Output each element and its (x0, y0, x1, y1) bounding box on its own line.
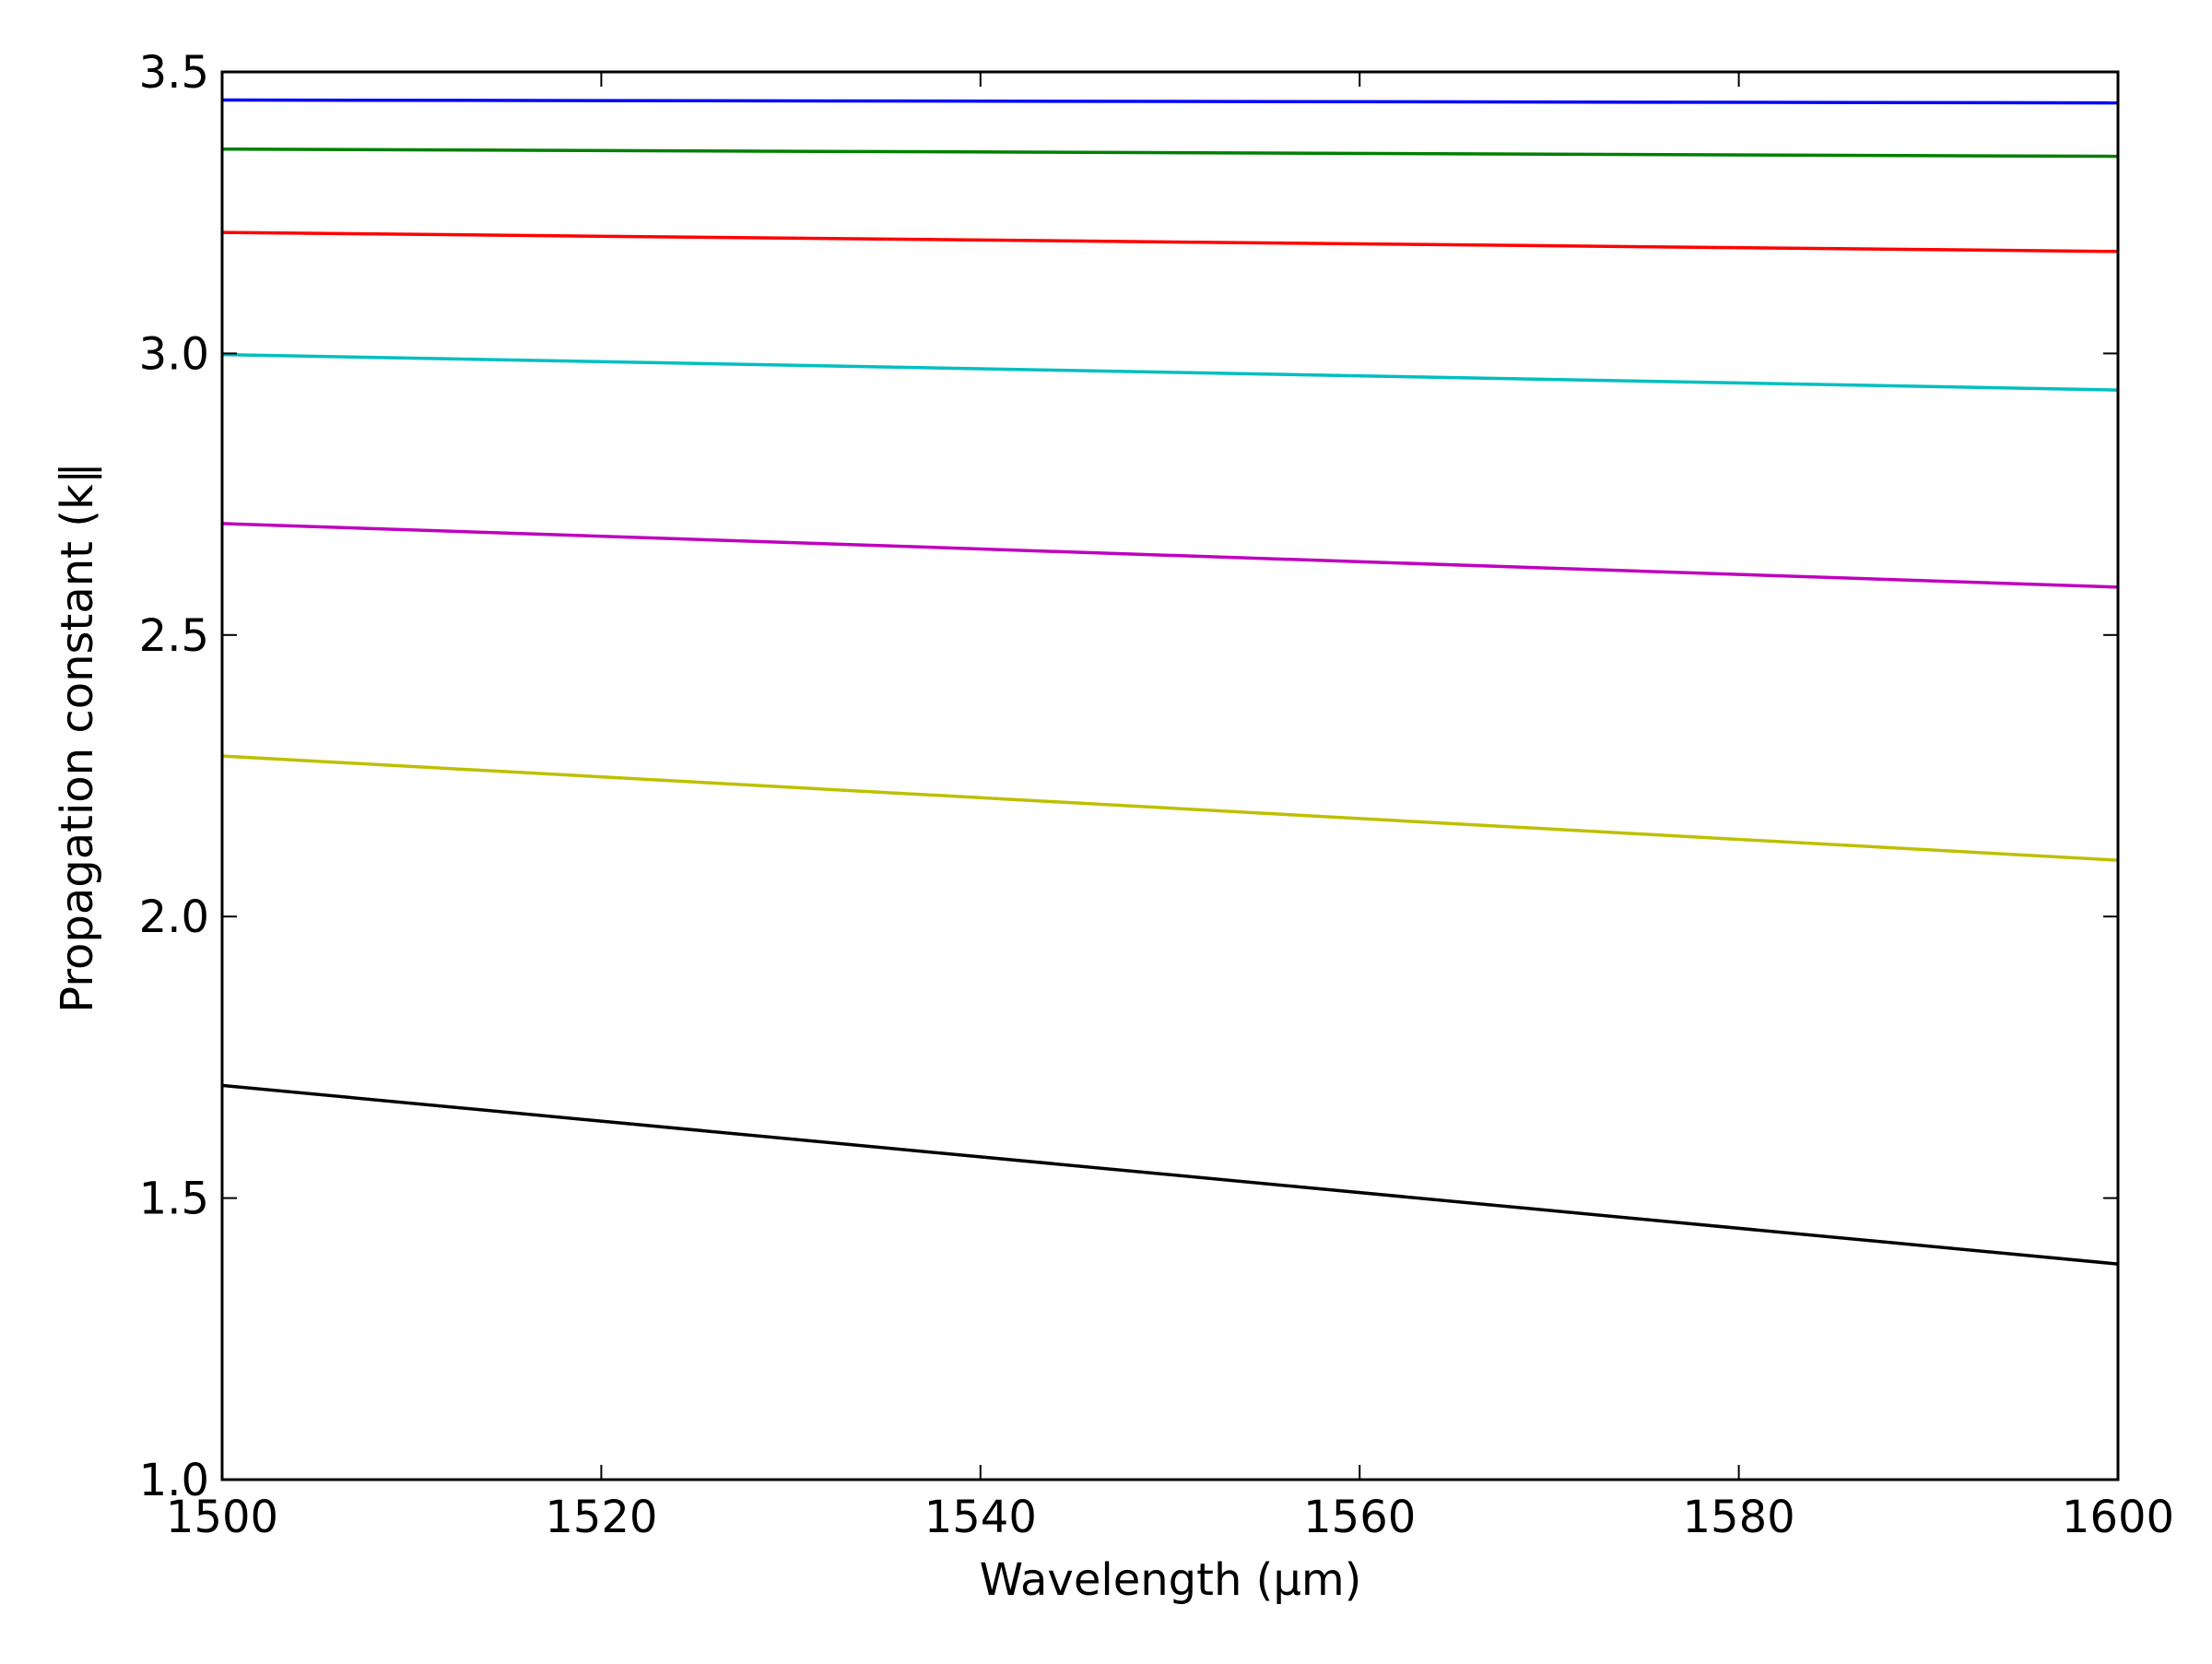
y-tick-label: 3.5 (139, 47, 209, 99)
y-tick-label: 3.0 (139, 328, 209, 380)
series-line-3 (221, 230, 2119, 254)
plot-area (222, 72, 2118, 1480)
axes-background (222, 72, 2118, 1480)
axes-frame (220, 70, 2120, 1481)
series-line-4 (221, 352, 2119, 392)
series-layer (221, 98, 2119, 1266)
y-tick-label: 2.5 (139, 610, 209, 662)
x-tick-label: 1500 (166, 1492, 278, 1543)
series-line-6 (221, 754, 2119, 862)
series-line-5 (221, 522, 2119, 589)
x-axis-label: Wavelength (μm) (980, 1554, 1362, 1606)
x-tick-label: 1560 (1303, 1492, 1416, 1543)
labels-layer: 1500 1520 1540 1560 1580 1600 1.0 1.5 2.0 2.5 3.0 3… (139, 47, 2174, 1543)
x-tick-label: 1600 (2062, 1492, 2174, 1543)
series-line-2 (221, 147, 2119, 159)
y-tick-label: 2.0 (139, 891, 209, 943)
x-tick-label: 1580 (1683, 1492, 1795, 1543)
x-tick-label: 1540 (924, 1492, 1037, 1543)
y-axis-label: Propagation constant (k∥ (52, 462, 103, 1013)
y-tick-label: 1.0 (139, 1455, 209, 1506)
y-tick-label: 1.5 (139, 1174, 209, 1225)
series-line-7 (221, 1083, 2119, 1266)
series-line-1 (221, 98, 2119, 105)
x-tick-label: 1520 (545, 1492, 657, 1543)
